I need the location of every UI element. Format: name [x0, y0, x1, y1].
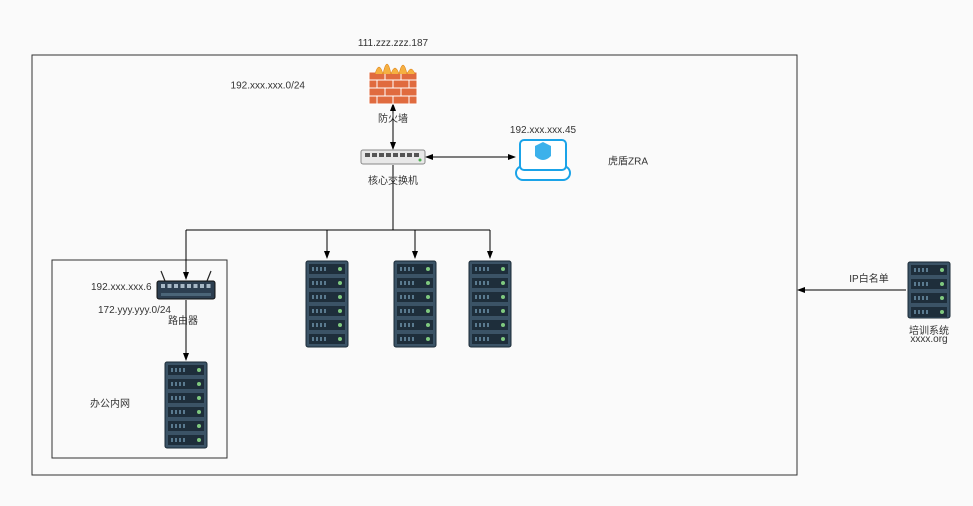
router-ip-bot-label: 172.yyy.yyy.0/24 [98, 305, 171, 316]
blue-device-icon [516, 140, 570, 180]
blue-device-name-label: 虎盾ZRA [608, 153, 648, 168]
server-row-1 [394, 261, 436, 347]
server-row-0 [306, 261, 348, 347]
router-ip-top-label: 192.xxx.xxx.6 [91, 282, 152, 293]
router-label: 路由器 [168, 312, 198, 327]
firewall-label: 防火墙 [378, 110, 408, 125]
core-switch-icon [361, 150, 425, 164]
ip-whitelist-label: IP白名单 [849, 270, 888, 285]
firewall-subnet-label: 192.xxx.xxx.0/24 [231, 81, 305, 92]
blue-device-ip-label: 192.xxx.xxx.45 [510, 125, 576, 136]
external-server-label-bot: xxxx.org [910, 334, 947, 345]
lan-label: 办公内网 [90, 395, 130, 410]
inner-server-icon [165, 362, 207, 448]
firewall-icon [369, 64, 417, 104]
server-row-2 [469, 261, 511, 347]
network-diagram [0, 0, 973, 506]
firewall-ip-label: 111.zzz.zzz.187 [358, 38, 428, 49]
external-server-icon [908, 262, 950, 318]
core-switch-label: 核心交换机 [368, 172, 418, 187]
